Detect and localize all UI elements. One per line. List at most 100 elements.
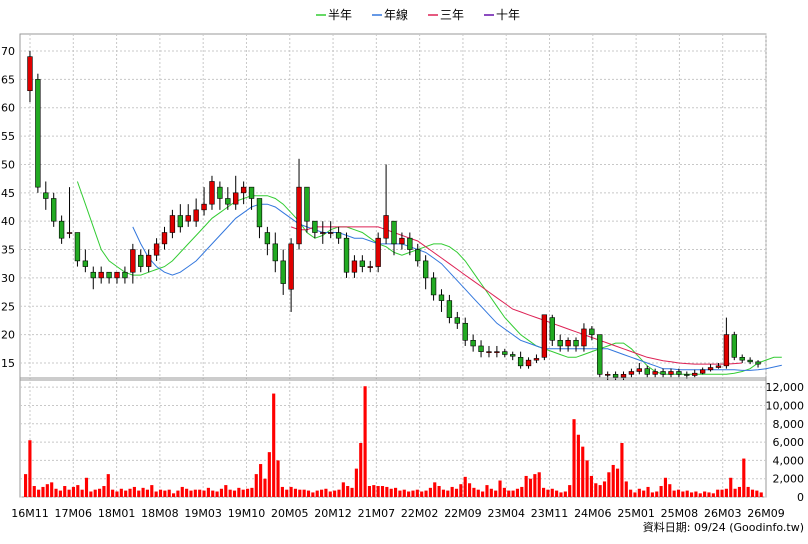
candle-17: [161, 226, 168, 250]
volume-bar-84: [389, 488, 393, 497]
candle-body-56: [470, 339, 476, 347]
volume-bar-166: [746, 486, 750, 497]
volume-bar-70: [328, 491, 332, 497]
price-tick-label-25: 25: [1, 300, 15, 313]
price-tick-label-40: 40: [1, 215, 15, 228]
candle-72: [597, 334, 603, 378]
candle-61: [510, 351, 516, 361]
volume-bar-160: [720, 489, 724, 497]
volume-bar-116: [528, 478, 533, 497]
candle-8: [90, 266, 96, 290]
volume-bar-134: [607, 472, 611, 497]
candle-body-3: [51, 198, 57, 222]
volume-bar-124: [563, 491, 567, 497]
volume-bar-46: [224, 485, 228, 497]
volume-bar-47: [228, 489, 232, 497]
volume-bar-2: [32, 486, 36, 497]
price-tick-label-55: 55: [1, 130, 15, 143]
volume-bar-99: [454, 488, 459, 497]
candle-5: [66, 187, 73, 239]
candle-71: [589, 326, 595, 341]
candle-49: [415, 243, 421, 267]
candle-body-44: [375, 237, 381, 267]
candle-26: [233, 175, 239, 210]
volume-bar-110: [502, 487, 506, 497]
volume-bar-150: [676, 489, 681, 497]
candle-35: [304, 186, 310, 233]
volume-bar-88: [407, 491, 411, 497]
volume-bar-141: [637, 488, 641, 497]
volume-bar-95: [437, 486, 441, 497]
volume-bar-15: [89, 491, 93, 497]
candle-74: [612, 371, 619, 380]
volume-bar-137: [620, 442, 624, 497]
candle-46: [391, 220, 397, 256]
candle-27: [240, 181, 247, 205]
volume-bar-121: [550, 488, 554, 497]
candle-30: [264, 226, 271, 256]
legend-label-0: 半年: [328, 8, 352, 22]
volume-bar-145: [655, 491, 659, 497]
candle-body-90: [739, 357, 745, 361]
candle-body-92: [755, 361, 761, 365]
candle-body-63: [525, 359, 532, 367]
candle-body-76: [628, 371, 635, 375]
volume-bar-127: [576, 434, 580, 497]
candle-body-42: [359, 260, 366, 267]
volume-bar-157: [707, 492, 711, 497]
volume-bar-45: [219, 488, 224, 497]
candle-body-32: [280, 260, 286, 284]
volume-bar-140: [633, 492, 637, 497]
candle-28: [248, 186, 255, 210]
candle-body-24: [217, 186, 223, 199]
volume-bar-162: [729, 477, 733, 497]
volume-bar-156: [703, 491, 707, 497]
volume-bar-123: [559, 492, 563, 497]
volume-bar-111: [507, 490, 511, 497]
volume-bar-164: [737, 486, 742, 497]
candle-15: [145, 249, 152, 273]
volume-bar-10: [67, 489, 71, 497]
candle-body-54: [454, 317, 460, 324]
candle-6: [74, 232, 81, 267]
volume-bar-139: [629, 489, 633, 497]
candle-body-47: [399, 237, 405, 245]
candle-body-65: [541, 314, 548, 358]
volume-bar-153: [690, 492, 694, 497]
candle-48: [407, 232, 413, 256]
candle-54: [454, 311, 460, 329]
candle-67: [557, 334, 563, 352]
candle-79: [652, 368, 658, 378]
volume-bar-40: [198, 489, 202, 497]
candle-33: [288, 238, 294, 312]
candle-body-87: [715, 365, 722, 368]
volume-tick-label-12000: 12,000: [766, 381, 805, 394]
candle-body-8: [90, 271, 96, 279]
x-tick-label-25M08: 25M08: [661, 507, 699, 520]
volume-bar-58: [276, 460, 280, 497]
volume-bar-165: [742, 458, 746, 497]
candle-43: [367, 260, 373, 273]
volume-bar-90: [415, 489, 419, 497]
volume-bar-6: [50, 482, 54, 497]
volume-bar-142: [642, 490, 646, 497]
candle-21: [193, 198, 199, 227]
candle-body-30: [264, 232, 271, 245]
price-tick-label-20: 20: [1, 329, 15, 342]
volume-bar-87: [402, 489, 406, 497]
candle-body-55: [462, 322, 468, 341]
candle-body-91: [747, 359, 753, 363]
volume-bar-48: [232, 490, 237, 497]
candle-body-17: [161, 232, 168, 245]
x-tick-label-23M04: 23M04: [487, 507, 525, 520]
candle-body-13: [130, 249, 136, 273]
candle-44: [375, 232, 381, 273]
volume-bar-53: [254, 474, 258, 497]
volume-bar-49: [237, 487, 241, 497]
volume-bar-19: [106, 474, 110, 497]
volume-bar-168: [755, 490, 759, 497]
candle-32: [280, 249, 286, 295]
candle-body-20: [185, 215, 191, 222]
candle-body-73: [605, 374, 611, 376]
volume-bar-149: [672, 490, 676, 497]
